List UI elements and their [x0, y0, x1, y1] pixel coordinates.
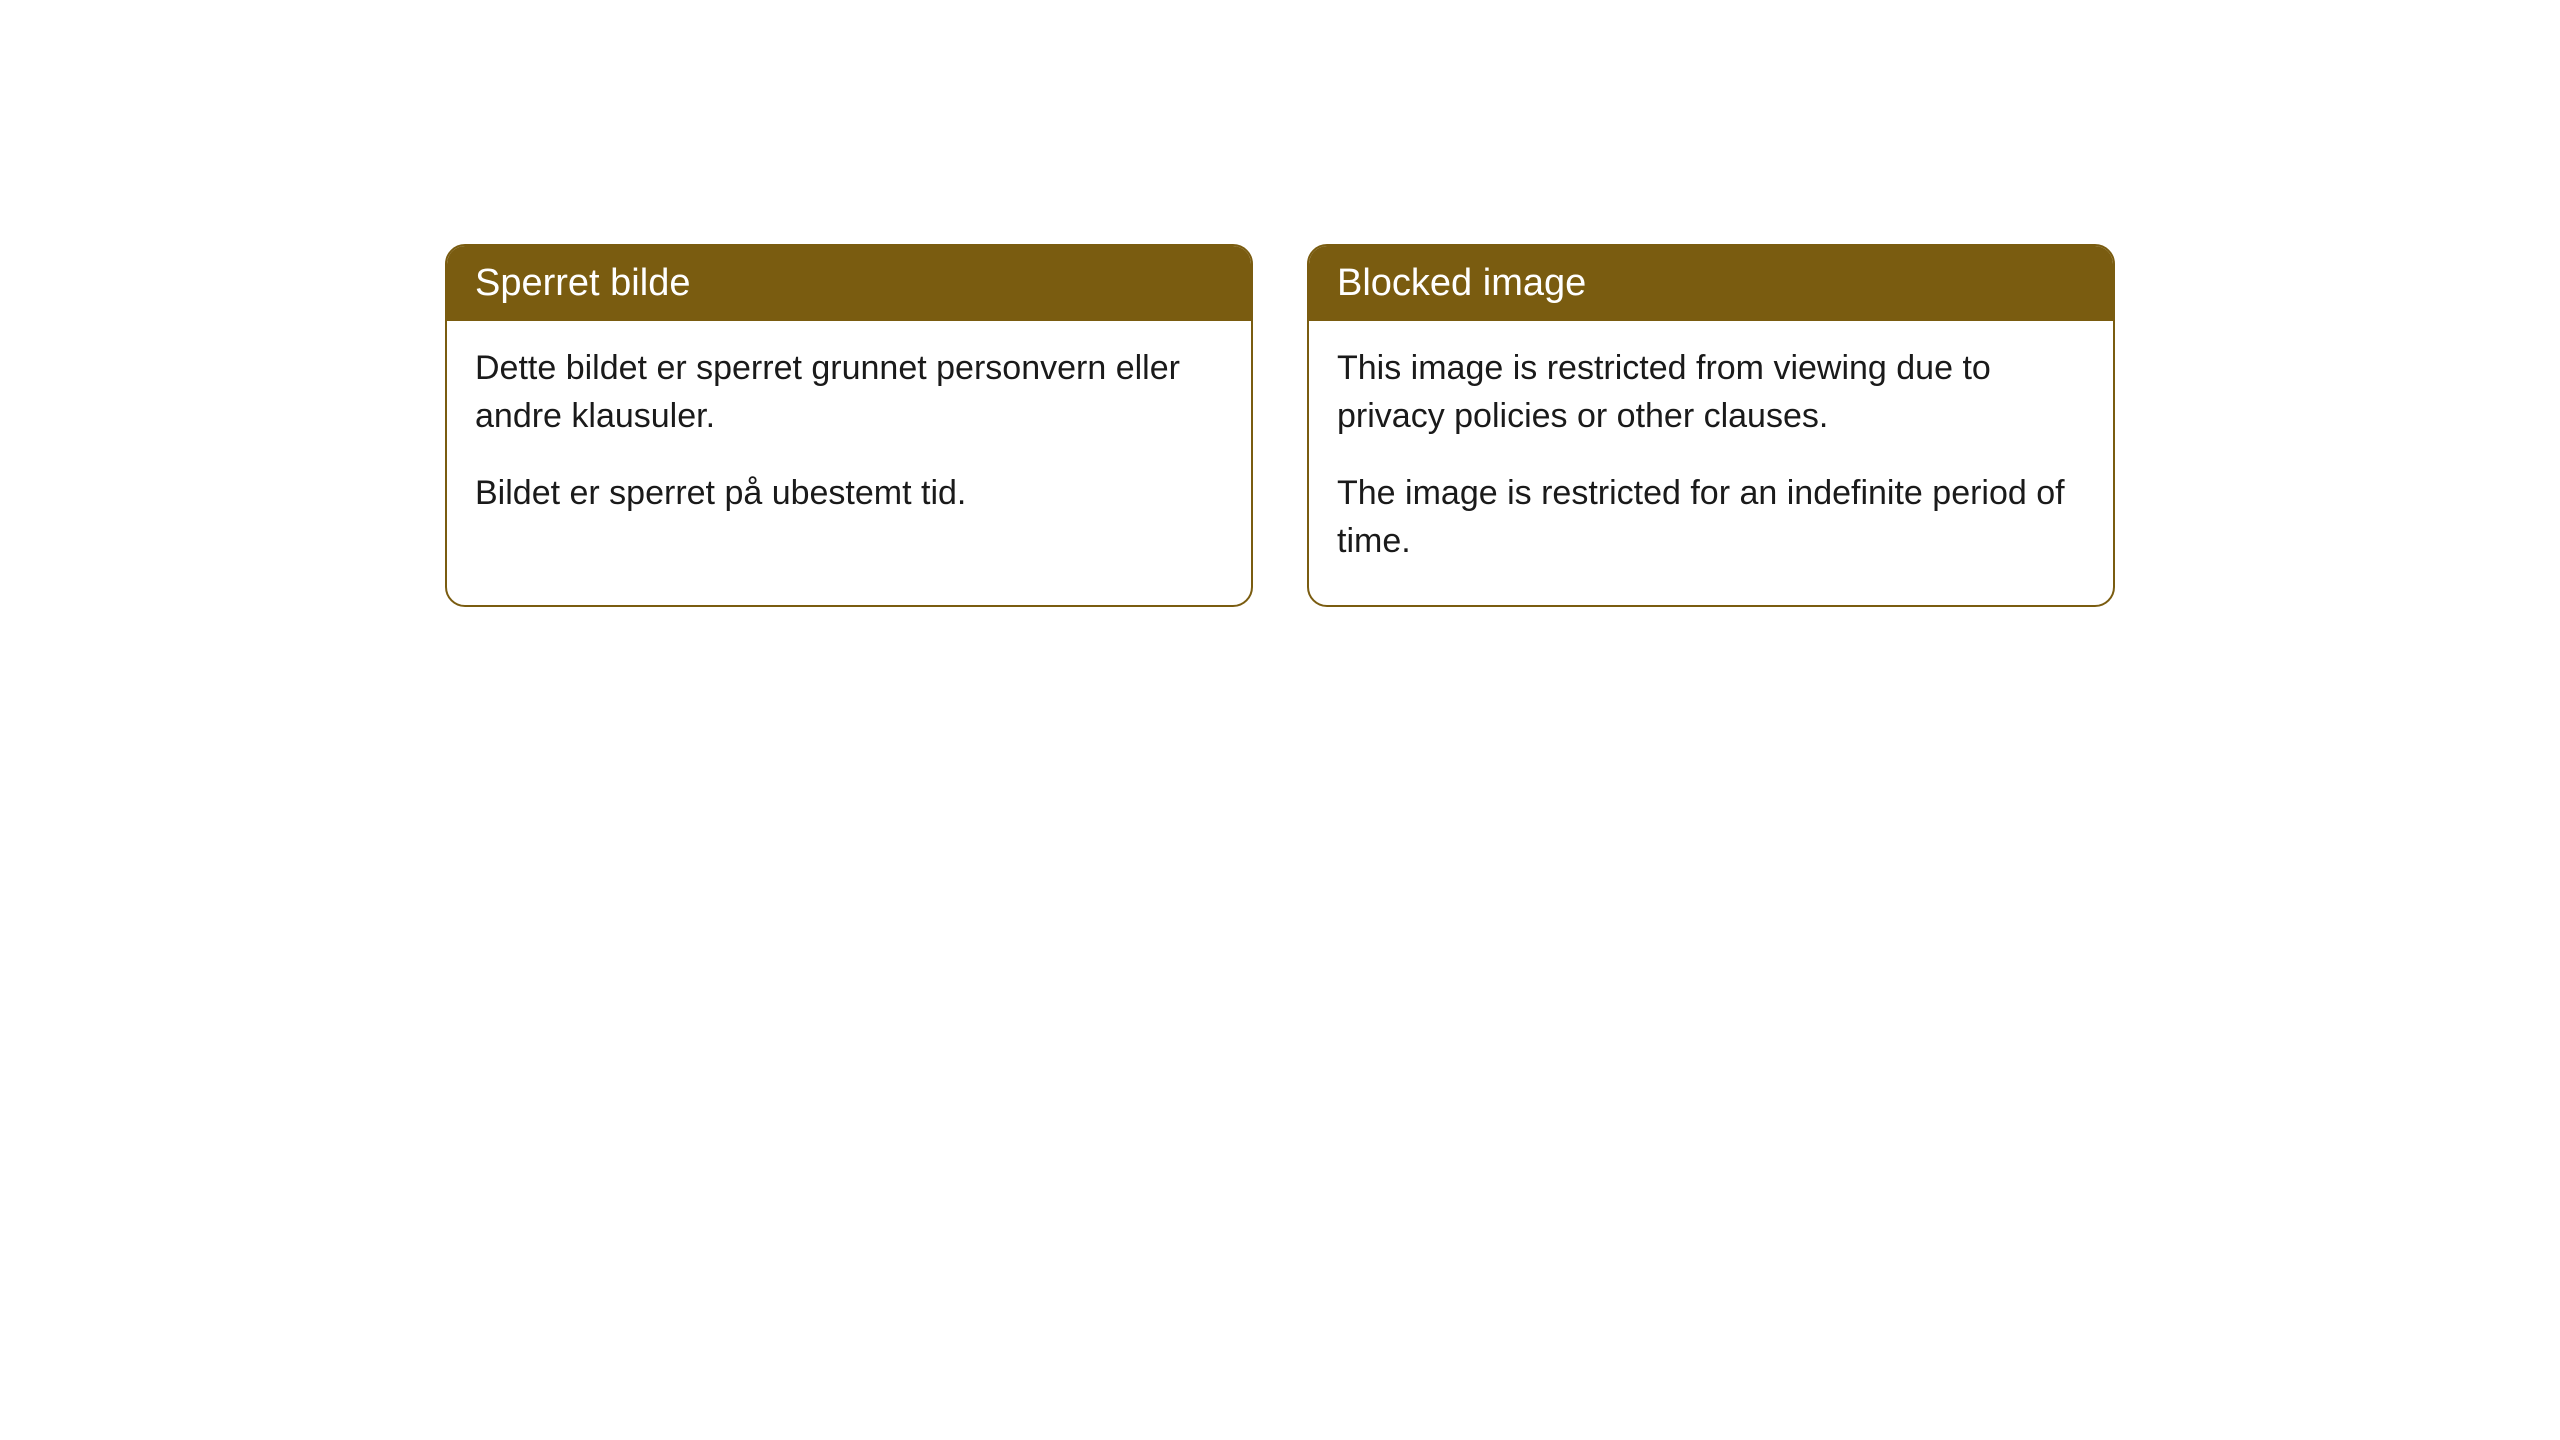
card-header: Blocked image — [1309, 246, 2113, 321]
card-body: This image is restricted from viewing du… — [1309, 321, 2113, 605]
card-body: Dette bildet er sperret grunnet personve… — [447, 321, 1251, 558]
card-title: Sperret bilde — [475, 262, 690, 304]
card-paragraph: Dette bildet er sperret grunnet personve… — [475, 345, 1223, 440]
card-paragraph: The image is restricted for an indefinit… — [1337, 470, 2085, 565]
cards-container: Sperret bilde Dette bildet er sperret gr… — [445, 244, 2115, 607]
card-paragraph: This image is restricted from viewing du… — [1337, 345, 2085, 440]
blocked-image-card-norwegian: Sperret bilde Dette bildet er sperret gr… — [445, 244, 1253, 607]
blocked-image-card-english: Blocked image This image is restricted f… — [1307, 244, 2115, 607]
card-paragraph: Bildet er sperret på ubestemt tid. — [475, 470, 1223, 518]
card-title: Blocked image — [1337, 262, 1586, 304]
card-header: Sperret bilde — [447, 246, 1251, 321]
